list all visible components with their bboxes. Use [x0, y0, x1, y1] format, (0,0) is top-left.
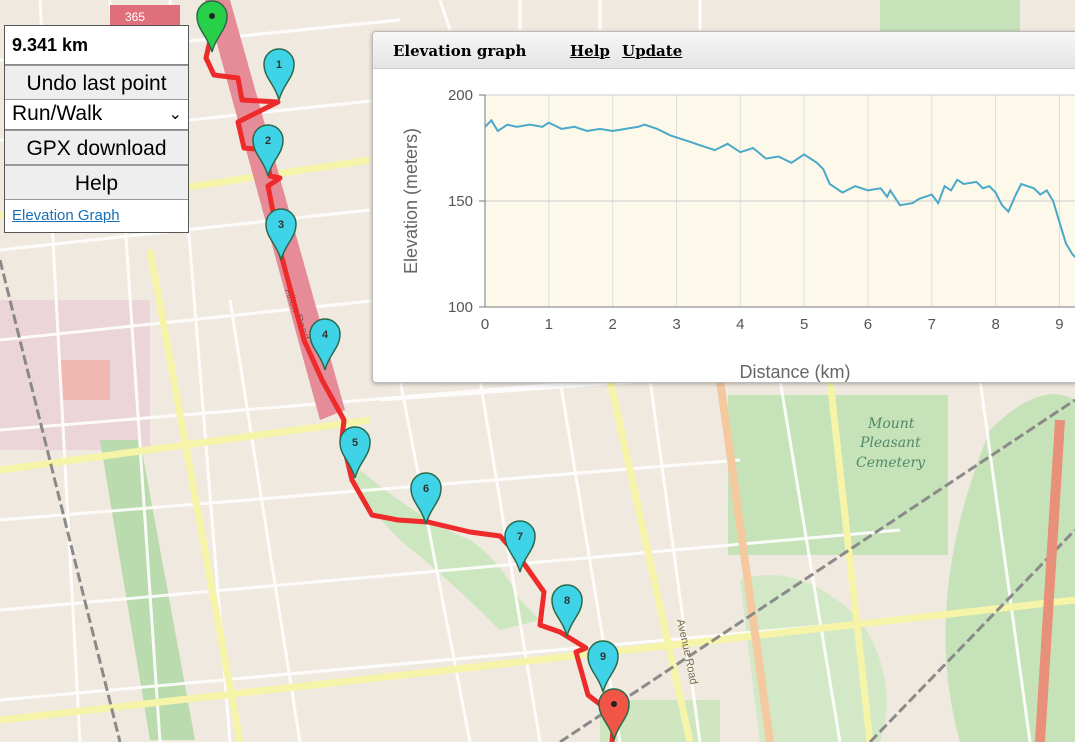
- end-marker[interactable]: [598, 688, 630, 741]
- cemetery-label-2: Pleasant: [859, 435, 921, 451]
- x-tick-label: 6: [864, 316, 872, 333]
- cemetery-label-1: Mount: [867, 416, 915, 432]
- y-axis-label: Elevation (meters): [401, 128, 421, 274]
- waypoint-label: 9: [600, 651, 606, 663]
- route-line: [203, 31, 617, 742]
- waypoint-marker-1[interactable]: 1: [263, 48, 295, 101]
- waypoint-marker-7[interactable]: 7: [504, 520, 536, 573]
- waypoint-label: 1: [276, 59, 282, 71]
- waypoint-marker-4[interactable]: 4: [309, 318, 341, 371]
- waypoint-label: 7: [517, 531, 523, 543]
- waypoint-label: 5: [352, 437, 358, 449]
- waypoint-label: 4: [322, 329, 329, 341]
- undo-last-point-button[interactable]: Undo last point: [5, 65, 188, 100]
- graph-help-link[interactable]: Help: [570, 42, 610, 60]
- help-button[interactable]: Help: [5, 165, 188, 200]
- elevation-graph-title: Elevation graph: [393, 42, 527, 60]
- y-tick-label: 200: [448, 87, 473, 104]
- x-tick-label: 3: [672, 316, 680, 333]
- x-tick-label: 4: [736, 316, 744, 333]
- x-tick-label: 1: [545, 316, 553, 333]
- waypoint-label: 3: [278, 219, 284, 231]
- control-panel: 9.341 km Undo last point Run/Walk ⌄ GPX …: [4, 25, 189, 233]
- elevation-graph-panel: Elevation graph Help Update 0 1 2 3 4 5 6 7 8 9 10…: [372, 31, 1075, 383]
- activity-mode-value: Run/Walk: [12, 102, 103, 125]
- activity-mode-select[interactable]: Run/Walk ⌄: [5, 100, 188, 130]
- waypoint-marker-6[interactable]: 6: [410, 472, 442, 525]
- cemetery-label-3: Cemetery: [856, 455, 926, 471]
- waypoint-label: 8: [564, 595, 570, 607]
- waypoint-marker-2[interactable]: 2: [252, 124, 284, 177]
- x-tick-label: 0: [481, 316, 489, 333]
- x-tick-label: 7: [928, 316, 936, 333]
- elevation-graph-link[interactable]: Elevation Graph: [12, 207, 120, 224]
- elevation-series-line-0: [484, 118, 1075, 259]
- waypoint-marker-9[interactable]: 9: [587, 640, 619, 693]
- y-tick-label: 150: [448, 193, 473, 210]
- elevation-chart: 0 1 2 3 4 5 6 7 8 9 100 150 200 Distance (km) Elevatio…: [401, 87, 1075, 382]
- elevation-graph-header: Elevation graph Help Update: [373, 32, 1075, 69]
- highway-label: 365: [125, 10, 145, 24]
- waypoint-marker-8[interactable]: 8: [551, 584, 583, 637]
- x-tick-label: 2: [608, 316, 616, 333]
- distance-readout: 9.341 km: [5, 26, 188, 65]
- gpx-download-button[interactable]: GPX download: [5, 130, 188, 165]
- x-axis-label: Distance (km): [739, 362, 850, 382]
- x-tick-label: 9: [1055, 316, 1063, 333]
- chevron-down-icon: ⌄: [168, 106, 182, 123]
- waypoint-label: 6: [423, 483, 429, 495]
- graph-update-link[interactable]: Update: [622, 42, 683, 60]
- y-tick-label: 100: [448, 299, 473, 316]
- waypoint-marker-5[interactable]: 5: [339, 426, 371, 479]
- waypoint-marker-3[interactable]: 3: [265, 208, 297, 261]
- waypoint-label: 2: [265, 135, 271, 147]
- x-tick-label: 5: [800, 316, 808, 333]
- x-tick-label: 8: [991, 316, 999, 333]
- start-marker[interactable]: [196, 0, 228, 53]
